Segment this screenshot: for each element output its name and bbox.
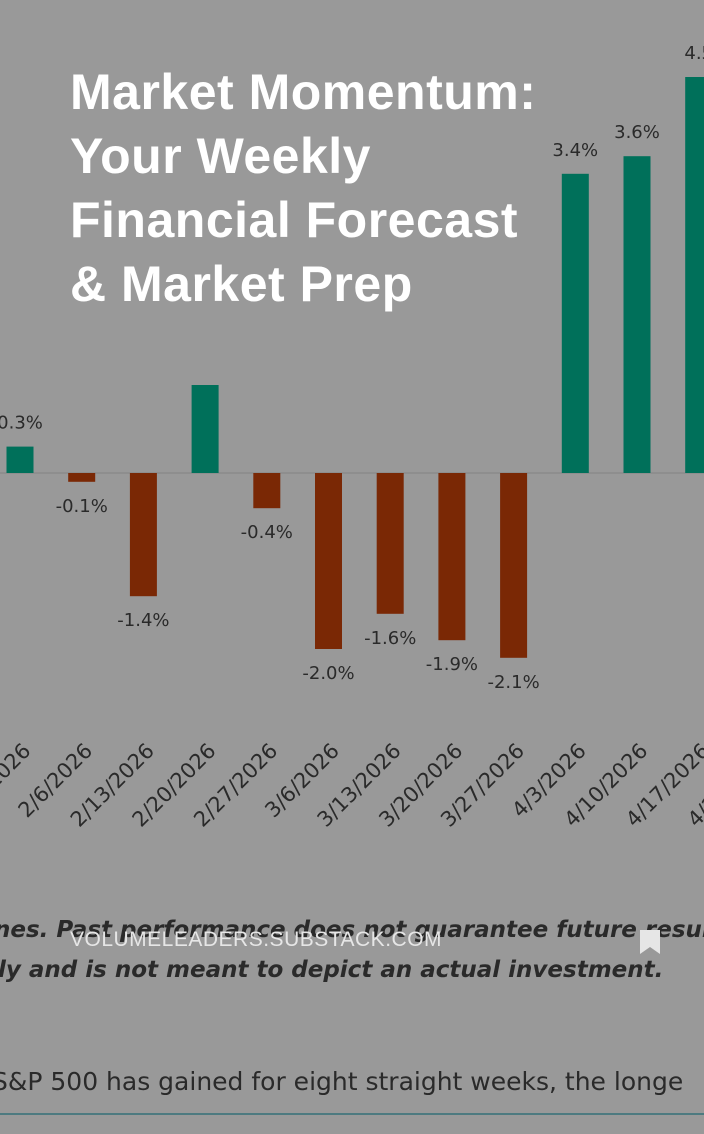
bar	[315, 473, 342, 649]
value-label: -0.4%	[241, 522, 293, 543]
bookmark-icon[interactable]	[638, 928, 662, 956]
value-label: 4.5	[684, 43, 704, 64]
body-text: ly and is not meant to depict an actual …	[0, 957, 663, 983]
bar	[500, 473, 528, 658]
value-label: -1.6%	[364, 628, 416, 649]
bar	[438, 473, 466, 641]
bar	[623, 156, 651, 473]
body-text: nes. Past performance does not guarantee…	[0, 917, 704, 943]
site-name[interactable]: VOLUMELEADERS.SUBSTACK.COM	[70, 928, 443, 951]
value-label: 3.4%	[552, 140, 598, 161]
value-label: 0.3%	[0, 413, 43, 434]
bar	[68, 473, 96, 482]
value-label: -2.0%	[302, 663, 354, 684]
post-title[interactable]: Market Momentum: Your Weekly Financial F…	[70, 64, 537, 312]
bar	[561, 173, 589, 474]
bar	[6, 446, 34, 473]
bar	[191, 385, 219, 473]
value-label: -0.1%	[56, 496, 108, 517]
body-text: S&P 500 has gained for eight straight we…	[0, 1067, 683, 1096]
bar	[376, 473, 404, 614]
value-label: -1.4%	[117, 610, 169, 631]
value-label: -2.1%	[487, 672, 539, 693]
value-label: 3.6%	[614, 122, 660, 143]
bar	[253, 473, 281, 509]
bar	[685, 77, 704, 473]
value-label: -1.9%	[426, 654, 478, 675]
bar	[129, 473, 157, 597]
